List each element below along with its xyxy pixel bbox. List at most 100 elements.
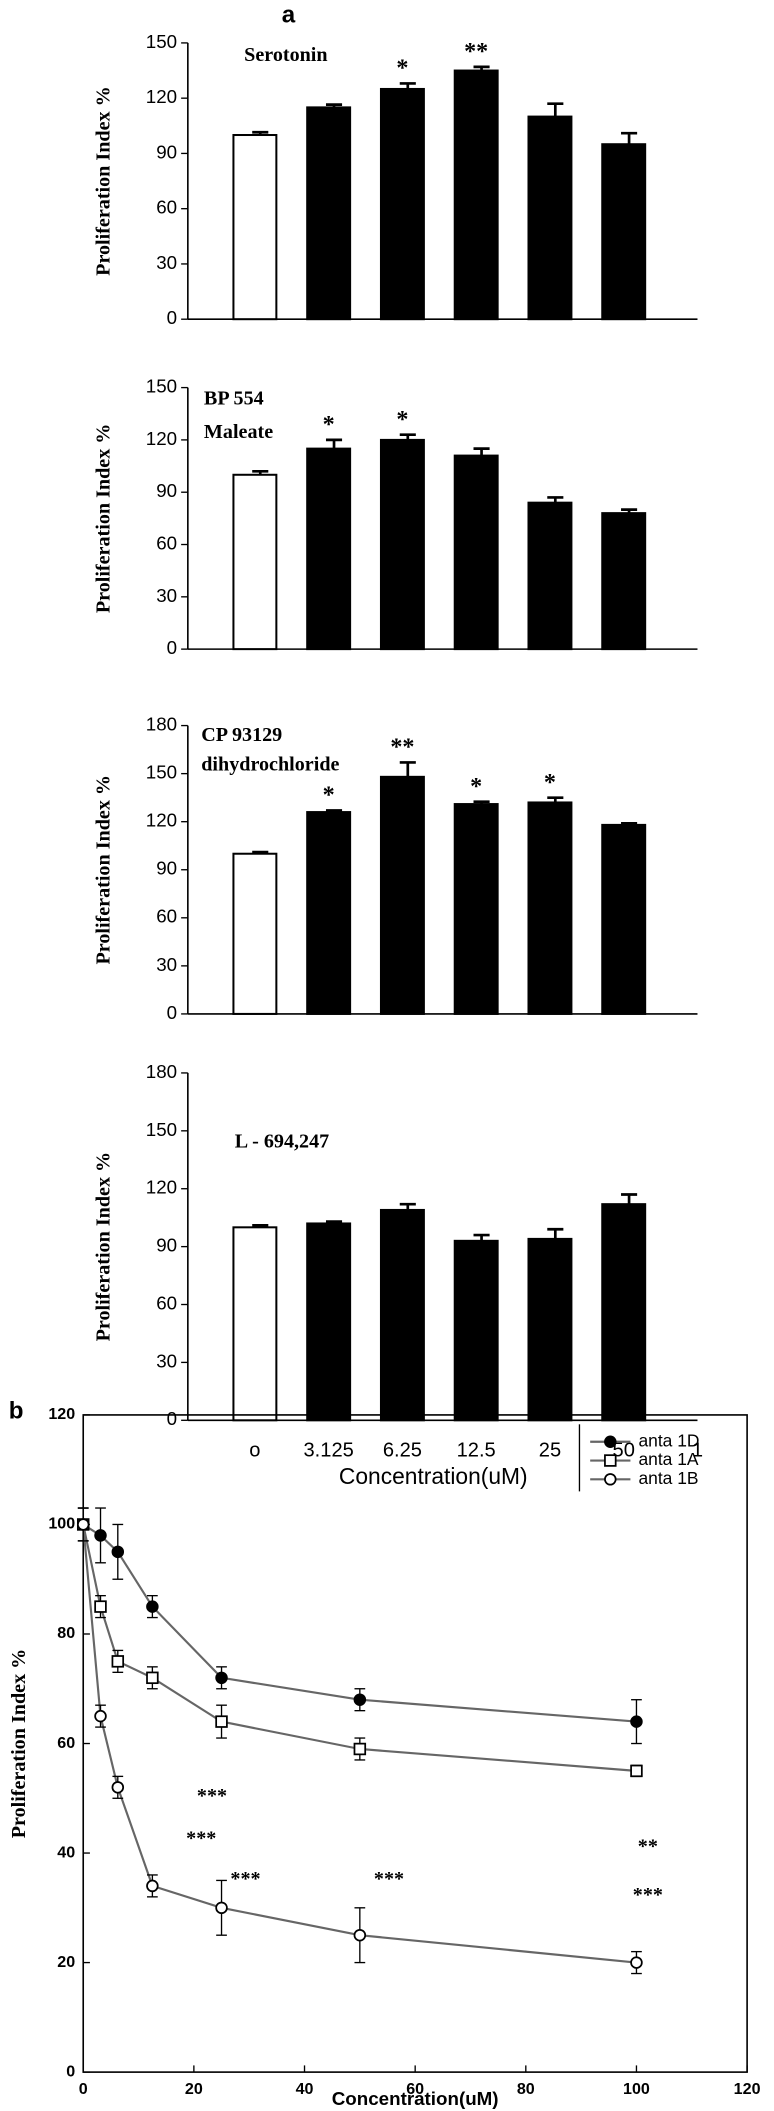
y-tick-label: 120 [146,86,177,107]
y-tick-label: 30 [156,252,177,273]
annotation: *** [186,1828,216,1850]
y-tick-label: 150 [146,31,177,52]
bar [527,1237,573,1422]
data-point [94,1600,107,1613]
bar [527,501,573,651]
y-tick-label: 60 [156,1292,177,1313]
bar [527,115,573,321]
data-point [146,1600,159,1613]
data-point [630,1764,643,1778]
y-axis-label: Proliferation Index % [8,1649,30,1839]
data-point [630,1715,643,1728]
data-point [353,1742,367,1756]
bar [232,134,278,321]
bar [232,1226,278,1422]
y-tick-label: 0 [167,1002,177,1023]
annotation: *** [374,1868,404,1890]
x-tick-label: 120 [734,2080,761,2098]
data-point [111,1781,125,1794]
significance-label: * [323,411,335,438]
bar [306,1222,352,1422]
x-tick-label: 25 [539,1439,561,1461]
legend-marker [604,1473,617,1486]
y-tick-label: 90 [156,858,177,879]
y-tick-label: 180 [146,714,177,735]
data-point [111,1655,125,1668]
data-point [215,1715,228,1728]
bar [453,803,499,1015]
y-tick-label: 120 [146,1177,177,1198]
y-axis-label: Proliferation Index % [92,424,114,614]
x-tick-label: o [249,1439,260,1461]
legend-marker [604,1435,617,1448]
y-tick-label: 60 [156,197,177,218]
y-tick-label: 120 [146,428,177,449]
x-tick-label: 6.25 [383,1439,422,1461]
bar [601,823,647,1015]
significance-label: * [470,773,482,800]
y-tick-label: 150 [146,1119,177,1140]
y-tick-label: 40 [57,1843,75,1861]
x-tick-label: 20 [185,2080,203,2098]
x-axis-label: Concentration(uM) [332,2088,499,2109]
y-tick-label: 90 [156,141,177,162]
significance-label: ** [390,734,414,761]
data-point [353,1928,367,1942]
legend-label: anta 1B [638,1468,698,1488]
bar [306,811,352,1015]
bar [379,438,425,651]
y-tick-label: 60 [156,906,177,927]
bar [453,69,499,321]
bar [453,454,499,651]
data-point [146,1879,159,1893]
significance-label: * [396,406,408,433]
chart-title: CP 93129 [201,724,282,746]
y-tick-label: 60 [57,1734,75,1752]
y-tick-label: 120 [48,1405,75,1423]
bar [379,87,425,321]
panel-label: b [9,1398,24,1425]
chart-title: L - 694,247 [235,1130,329,1152]
annotation: *** [633,1884,663,1906]
bar [601,143,647,321]
y-tick-label: 0 [167,637,177,658]
data-point [215,1671,228,1685]
data-point [94,1709,107,1723]
y-tick-label: 0 [167,307,177,328]
chart-title: Serotonin [244,44,327,66]
y-tick-label: 150 [146,376,177,397]
y-tick-label: 120 [146,810,177,831]
significance-label: * [544,769,556,796]
data-point [146,1671,159,1685]
significance-label: ** [464,38,488,65]
y-tick-label: 100 [48,1515,75,1533]
chart-title: BP 554 [204,387,264,409]
y-tick-label: 30 [156,1350,177,1371]
series-line [82,1524,637,1772]
bar [306,447,352,651]
y-tick-label: 150 [146,762,177,783]
x-tick-label: 40 [296,2080,314,2098]
data-point [630,1956,643,1969]
y-tick-label: 30 [156,585,177,606]
x-tick-label: 0 [79,2080,88,2098]
data-point [76,1518,90,1531]
data-point [353,1693,367,1706]
y-axis-label: Proliferation Index % [92,1152,114,1342]
y-tick-label: 0 [66,2062,75,2080]
y-tick-label: 180 [146,1061,177,1082]
x-tick-label: 50 [613,1439,635,1461]
bar [379,775,425,1015]
y-tick-label: 20 [57,1953,75,1971]
x-tick-label: 1 [692,1439,703,1461]
data-point [94,1529,107,1542]
bar [232,473,278,651]
chart-title: Maleate [204,421,273,443]
bar [232,852,278,1015]
x-tick-label: 3.125 [303,1439,353,1461]
annotation: ** [638,1836,658,1858]
legend-marker [604,1454,617,1467]
significance-label: * [396,55,408,82]
y-tick-label: 90 [156,1235,177,1256]
